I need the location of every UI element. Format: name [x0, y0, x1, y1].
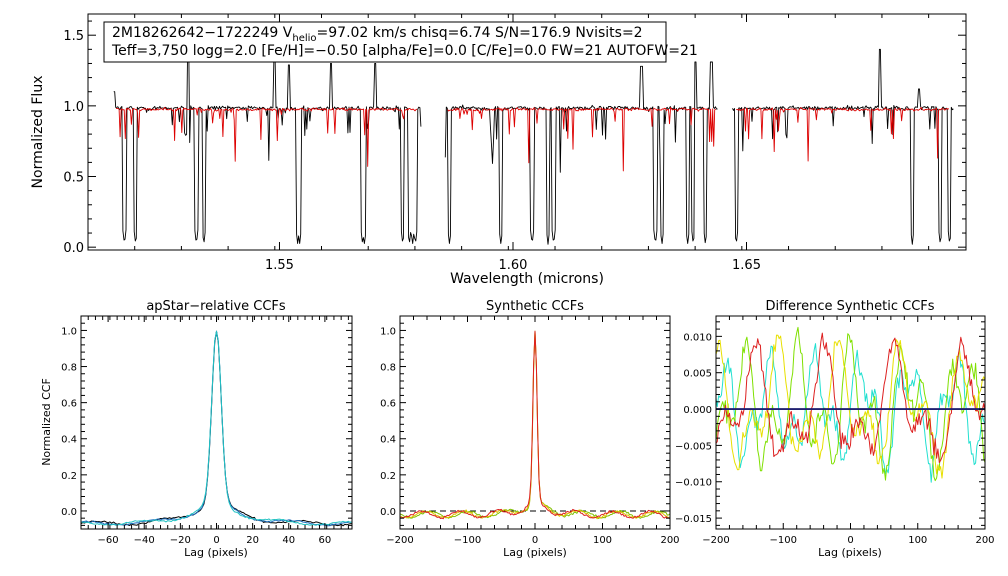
y-tick-label: 0.0 [380, 507, 396, 518]
x-tick-label: −20 [170, 535, 191, 546]
y-tick-label: 1.0 [61, 326, 77, 337]
y-tick-label: −0.015 [675, 514, 712, 525]
x-tick-label: 1.55 [265, 258, 294, 273]
ccf-apstar-line [81, 330, 352, 526]
y-tick-label: 0.6 [380, 399, 396, 410]
spectrum-panel: 1.55 1.60 1.65 0.0 0.5 1.0 1.5 2M18262642−1722… [30, 13, 967, 287]
x-tick-label: 0 [847, 535, 853, 546]
info-box [103, 21, 667, 63]
x-tick-label: −200 [386, 535, 413, 546]
info-line-1: 2M18262642−1722249 Vhelio=97.02 km/s chi… [112, 25, 643, 44]
info-line-1-a: 2M18262642−1722249 V [112, 25, 293, 41]
x-tick-label: −200 [702, 535, 729, 546]
spectrum-y-label: Normalized Flux [30, 76, 46, 189]
y-tick-label: 0.2 [61, 471, 77, 482]
x-tick-label: −100 [770, 535, 797, 546]
y-tick-label: 0.8 [61, 363, 77, 374]
y-tick-label: 0.5 [63, 171, 84, 186]
ccf-synthetic-panel: −200 −100 0 100 200 0.0 0.2 0.4 0.6 0.8 1.0 Synthe… [380, 299, 679, 559]
x-tick-label: 100 [908, 535, 927, 546]
x-tick-label: −60 [98, 535, 119, 546]
x-tick-label: 40 [282, 535, 295, 546]
ccf-synthetic-title: Synthetic CCFs [486, 299, 584, 314]
ccf-difference-series [716, 326, 985, 483]
observed-spectrum-line [732, 48, 954, 245]
y-tick-label: 0.0 [63, 241, 84, 256]
x-tick-label: 0 [213, 535, 219, 546]
y-tick-label: 0.000 [683, 405, 712, 416]
ccf-difference-line [716, 334, 985, 479]
info-line-1-sub: helio [292, 33, 316, 44]
ccf-synthetic-series [400, 330, 670, 520]
y-tick-label: −0.010 [675, 478, 712, 489]
info-line-1-b: =97.02 km/s chisq=6.74 S/N=176.9 Nvisits… [317, 25, 643, 41]
x-tick-label: 20 [246, 535, 259, 546]
ccf-difference-line [716, 343, 985, 483]
ccf-difference-x-label: Lag (pixels) [818, 546, 882, 559]
y-tick-label: 1.5 [63, 29, 84, 44]
y-tick-label: 0.4 [61, 435, 77, 446]
observed-spectrum-line [444, 61, 718, 245]
ccf-synthetic-line [400, 330, 670, 520]
spectrum-axes: 1.55 1.60 1.65 0.0 0.5 1.0 1.5 [63, 14, 966, 273]
ccf-difference-line [716, 332, 985, 463]
ccf-difference-line [716, 326, 985, 482]
y-tick-label: 0.0 [61, 507, 77, 518]
ccf-apstar-title: apStar−relative CCFs [146, 299, 286, 314]
ccf-difference-title: Difference Synthetic CCFs [765, 299, 934, 314]
ccf-apstar-series [81, 330, 352, 527]
y-tick-label: 0.2 [380, 471, 396, 482]
ccf-apstar-axes: −60 −40 −20 0 20 40 60 0.0 0.2 0.4 0.6 0.8 1.0 [61, 315, 352, 546]
x-tick-label: 60 [319, 535, 332, 546]
ccf-apstar-y-label: Normalized CCF [40, 378, 53, 466]
ccf-apstar-x-label: Lag (pixels) [184, 546, 248, 559]
model-spectrum-line [736, 107, 950, 162]
model-spectrum-line [447, 107, 717, 172]
info-line-2: Teff=3,750 logg=2.0 [Fe/H]=−0.50 [alpha/… [111, 43, 698, 59]
x-tick-label: −40 [134, 535, 155, 546]
x-tick-label: 200 [660, 535, 679, 546]
y-tick-label: 1.0 [63, 100, 84, 115]
y-tick-label: 0.8 [380, 363, 396, 374]
x-tick-label: 1.60 [499, 258, 528, 273]
ccf-synthetic-axes: −200 −100 0 100 200 0.0 0.2 0.4 0.6 0.8 1.0 [380, 315, 680, 546]
y-tick-label: 0.010 [683, 332, 712, 343]
spectrum-x-label: Wavelength (microns) [450, 271, 604, 287]
x-tick-label: 1.65 [732, 258, 761, 273]
x-tick-label: −100 [454, 535, 481, 546]
ccf-difference-panel: −200 −100 0 100 200 −0.015 −0.010 −0.005 0.000 0.… [675, 299, 995, 559]
y-tick-label: 1.0 [380, 326, 396, 337]
ccf-apstar-panel: −60 −40 −20 0 20 40 60 0.0 0.2 0.4 0.6 0.8 1.0 apSta… [40, 299, 353, 559]
spectrum-frame [87, 13, 967, 251]
x-tick-label: 0 [532, 535, 538, 546]
x-tick-label: 200 [975, 535, 994, 546]
x-tick-label: 100 [593, 535, 612, 546]
y-tick-label: 0.005 [683, 369, 712, 380]
ccf-difference-axes: −200 −100 0 100 200 −0.015 −0.010 −0.005 0.000 0.… [675, 316, 995, 546]
y-tick-label: 0.6 [61, 399, 77, 410]
y-tick-label: −0.005 [675, 441, 712, 452]
ccf-synthetic-x-label: Lag (pixels) [503, 546, 567, 559]
model-spectrum-line [115, 107, 418, 167]
spectrum-series [113, 40, 954, 245]
y-tick-label: 0.4 [380, 435, 396, 446]
